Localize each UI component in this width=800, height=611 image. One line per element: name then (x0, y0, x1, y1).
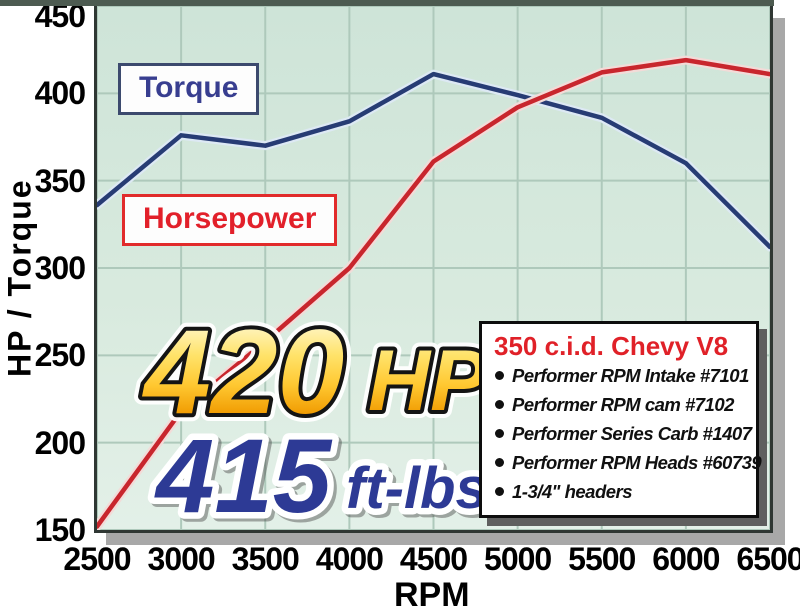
hp-value: 420 (142, 305, 344, 439)
torque-curve (97, 71, 770, 250)
x-tick-label: 3000 (147, 541, 216, 577)
torque-headline: 415 ft-lbs 415 ft-lbs (148, 412, 495, 542)
y-tick-label: 250 (34, 337, 86, 374)
legend-torque: Torque (118, 63, 260, 115)
x-tick-label: 4500 (399, 541, 468, 577)
hp-value-glow: 420 (142, 305, 344, 439)
torque-unit-outline: ft-lbs (346, 456, 488, 521)
x-tick-label: 6500 (736, 541, 800, 577)
bullet-dot-icon (495, 458, 504, 467)
y-tick-label: 350 (34, 162, 86, 199)
spec-item: Performer RPM Intake #7101 (494, 361, 749, 390)
x-axis-title: RPM (394, 576, 470, 611)
legend-horsepower: Horsepower (122, 194, 338, 246)
spec-item: Performer RPM Heads #60739 (494, 448, 762, 477)
bullet-dot-icon (495, 371, 504, 380)
bullet-dot-icon (495, 487, 504, 496)
hp-unit-glow: HP (368, 333, 488, 429)
engine-spec-box: 350 c.i.d. Chevy V8 Performer RPM Intake… (479, 321, 762, 518)
y-axis-labels: 450 400 350 300 250 200 150 (0, 0, 88, 611)
y-tick-label: 150 (34, 512, 86, 548)
y-tick-label: 200 (34, 424, 86, 461)
hp-unit: HP (368, 333, 488, 429)
top-border-band (0, 0, 774, 6)
y-tick-label: 300 (34, 250, 86, 286)
x-tick-label: 5000 (484, 541, 552, 577)
spec-item: 1-3/4" headers (494, 477, 748, 506)
engine-spec-title: 350 c.i.d. Chevy V8 (494, 331, 729, 361)
x-tick-label: 6000 (652, 541, 720, 577)
x-tick-label: 5500 (568, 541, 636, 577)
spec-item: Performer Series Carb #1407 (494, 419, 752, 448)
bullet-dot-icon (495, 429, 504, 438)
hp-headline: 420 HP 420 HP (134, 297, 496, 447)
y-tick-label: 400 (34, 75, 86, 112)
x-tick-label: 4000 (315, 541, 384, 577)
torque-unit: ft-lbs (346, 456, 488, 521)
torque-value-outline: 415 (154, 418, 333, 535)
headline-callout: 420 HP 420 HP 415 ft-lbs 415 ft-lbs (134, 297, 496, 542)
torque-value: 415 (154, 418, 333, 535)
horsepower-curve (97, 57, 770, 529)
x-tick-label: 2500 (63, 541, 131, 577)
bullet-dot-icon (495, 400, 504, 409)
x-tick-label: 3500 (231, 541, 300, 577)
spec-item: Performer RPM cam #7102 (494, 390, 748, 419)
